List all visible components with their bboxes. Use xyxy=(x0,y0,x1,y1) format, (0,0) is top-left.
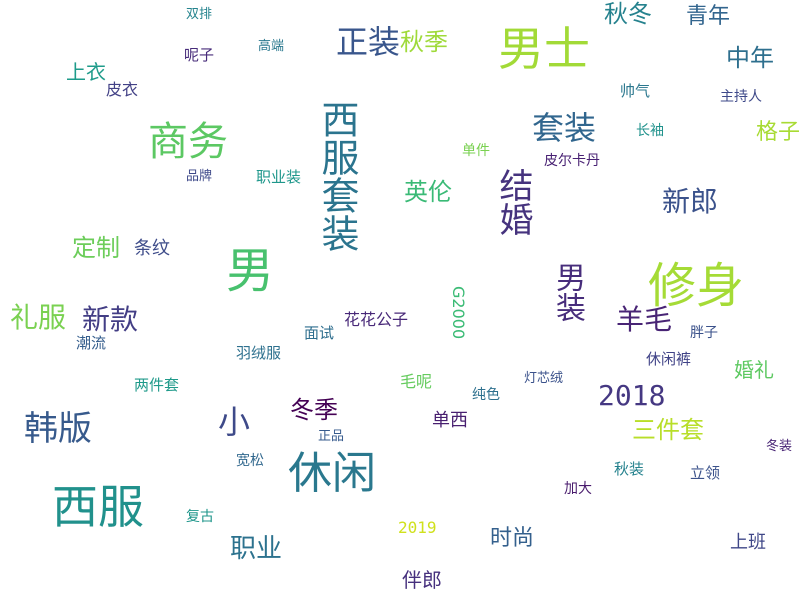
word: 帅气 xyxy=(620,82,651,100)
word: 面试 xyxy=(304,324,335,342)
word: 秋冬 xyxy=(604,0,652,28)
word: 单件 xyxy=(462,143,490,159)
word: 正装 xyxy=(336,23,401,61)
word: 两件套 xyxy=(134,376,180,394)
word: 高端 xyxy=(258,39,285,54)
word: 青年 xyxy=(686,4,731,29)
word: 宽松 xyxy=(236,453,264,469)
word: 秋季 xyxy=(400,28,448,56)
word: 条纹 xyxy=(134,238,170,259)
word: 长袖 xyxy=(636,123,664,139)
word: 立领 xyxy=(690,464,721,482)
word: 纯色 xyxy=(472,387,500,403)
word: 职业装 xyxy=(256,168,302,186)
word: 正品 xyxy=(318,429,345,444)
word: 双排 xyxy=(186,7,213,22)
word: 男装 xyxy=(550,262,585,322)
word: 复古 xyxy=(186,509,214,525)
word: 2019 xyxy=(398,518,437,537)
word: 伴郎 xyxy=(402,568,442,592)
word: 修身 xyxy=(648,258,745,314)
word: 冬季 xyxy=(290,396,338,424)
word: 羽绒服 xyxy=(236,344,282,362)
word: 男 xyxy=(226,243,275,299)
word: 婚礼 xyxy=(734,358,774,382)
word: 加大 xyxy=(564,481,592,497)
word: 套装 xyxy=(532,109,597,147)
word: 秋装 xyxy=(614,460,645,478)
word: 礼服 xyxy=(10,301,67,334)
word: G2000 xyxy=(449,286,468,340)
word: 西服 xyxy=(52,480,144,534)
word: 灯芯绒 xyxy=(524,371,564,386)
word: 格子 xyxy=(756,120,800,145)
word: 新郎 xyxy=(662,185,719,218)
word: 主持人 xyxy=(720,89,762,105)
word: 羊毛 xyxy=(616,303,673,336)
word: 皮尔卡丹 xyxy=(544,153,600,169)
word: 三件套 xyxy=(632,416,704,444)
word: 英伦 xyxy=(404,178,452,206)
word: 胖子 xyxy=(690,325,718,341)
word: 品牌 xyxy=(186,169,213,184)
word: 商务 xyxy=(148,119,228,165)
word: 潮流 xyxy=(76,334,107,352)
word: 职业 xyxy=(230,534,283,564)
word: 休闲 xyxy=(288,448,376,499)
word: 2018 xyxy=(598,379,666,412)
word: 单西 xyxy=(432,410,468,431)
word: 时尚 xyxy=(490,526,535,551)
word: 上班 xyxy=(730,532,766,553)
word: 休闲裤 xyxy=(646,350,692,368)
word: 韩版 xyxy=(24,409,92,449)
word: 上衣 xyxy=(66,60,106,84)
word: 结婚 xyxy=(493,168,533,236)
word: 毛呢 xyxy=(400,372,433,391)
word: 男士 xyxy=(498,22,590,76)
word: 新款 xyxy=(82,303,139,336)
word: 冬装 xyxy=(766,439,793,454)
word: 呢子 xyxy=(184,46,215,64)
word: 中年 xyxy=(726,44,774,72)
word: 皮衣 xyxy=(106,80,139,99)
word: 花花公子 xyxy=(344,310,409,329)
word: 西服套装 xyxy=(315,100,359,252)
word: 小 xyxy=(218,403,251,441)
word: 定制 xyxy=(72,234,120,262)
